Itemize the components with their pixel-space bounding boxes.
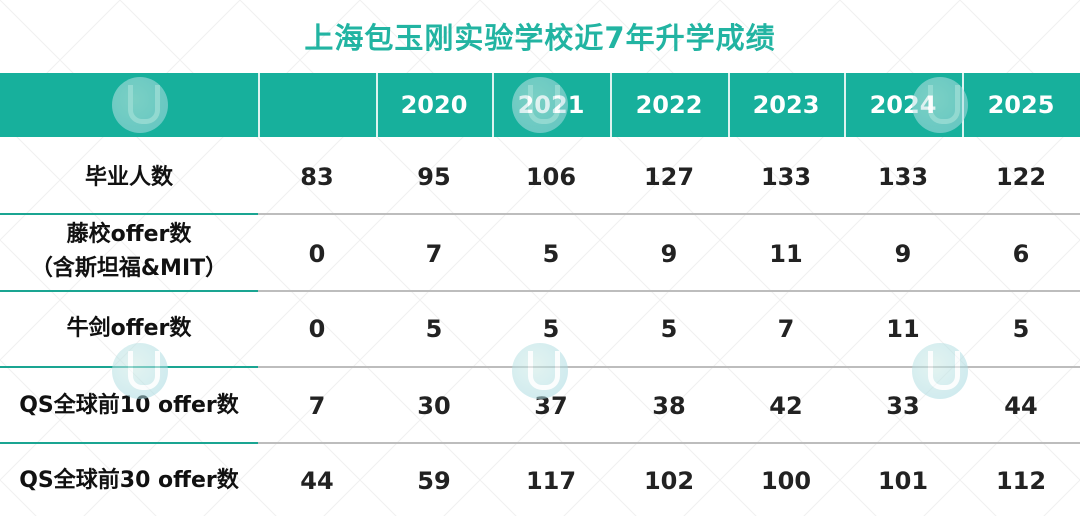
u-logo-icon bbox=[912, 77, 968, 133]
table-cell: 9 bbox=[894, 240, 912, 268]
header-cell-2022: 2022 bbox=[635, 91, 703, 119]
table-cell: 117 bbox=[525, 467, 577, 495]
header-divider bbox=[492, 73, 494, 137]
row-label-oxbridge-offers: 牛剑offer数 bbox=[66, 316, 192, 341]
table-cell: 0 bbox=[308, 240, 326, 268]
header-divider bbox=[844, 73, 846, 137]
table-cell: 38 bbox=[652, 392, 686, 420]
row-label-graduates: 毕业人数 bbox=[84, 165, 173, 190]
header-cell-2025: 2025 bbox=[987, 91, 1055, 119]
table-cell: 127 bbox=[643, 163, 695, 191]
table-cell: 5 bbox=[425, 315, 443, 343]
row-label-qs-top30-offers: QS全球前30 offer数 bbox=[19, 468, 239, 493]
header-divider bbox=[728, 73, 730, 137]
table-cell: 5 bbox=[1012, 315, 1030, 343]
table-cell: 7 bbox=[777, 315, 795, 343]
table-cell: 7 bbox=[308, 392, 326, 420]
table-cell: 100 bbox=[760, 467, 812, 495]
row-label-ivy-offers-note: （含斯坦福&MIT） bbox=[30, 256, 228, 281]
table-cell: 5 bbox=[660, 315, 678, 343]
row-divider bbox=[0, 442, 1080, 444]
row-divider bbox=[0, 290, 1080, 292]
header-cell-2020: 2020 bbox=[400, 91, 468, 119]
table-cell: 112 bbox=[995, 467, 1047, 495]
row-label-ivy-offers: 藤校offer数 bbox=[66, 222, 192, 247]
table-cell: 59 bbox=[417, 467, 451, 495]
table-cell: 7 bbox=[425, 240, 443, 268]
table-cell: 101 bbox=[877, 467, 929, 495]
table-cell: 122 bbox=[995, 163, 1047, 191]
table-cell: 106 bbox=[525, 163, 577, 191]
table-cell: 6 bbox=[1012, 240, 1030, 268]
table-cell: 33 bbox=[886, 392, 920, 420]
u-logo-icon bbox=[112, 77, 168, 133]
table-cell: 11 bbox=[886, 315, 920, 343]
row-divider-accent bbox=[0, 442, 258, 444]
u-logo-icon bbox=[112, 343, 168, 399]
table-cell: 44 bbox=[1004, 392, 1038, 420]
u-logo-icon bbox=[912, 343, 968, 399]
u-logo-icon bbox=[512, 77, 568, 133]
table-cell: 5 bbox=[542, 240, 560, 268]
row-divider bbox=[0, 213, 1080, 215]
header-divider bbox=[258, 73, 260, 137]
table-cell: 102 bbox=[643, 467, 695, 495]
table-cell: 42 bbox=[769, 392, 803, 420]
table-cell: 11 bbox=[769, 240, 803, 268]
table-cell: 0 bbox=[308, 315, 326, 343]
table-cell: 133 bbox=[760, 163, 812, 191]
header-divider bbox=[376, 73, 378, 137]
row-divider-accent bbox=[0, 213, 258, 215]
table-cell: 5 bbox=[542, 315, 560, 343]
table-cell: 83 bbox=[300, 163, 334, 191]
table-cell: 30 bbox=[417, 392, 451, 420]
header-divider bbox=[610, 73, 612, 137]
row-label-qs-top10-offers: QS全球前10 offer数 bbox=[19, 393, 239, 418]
row-divider-accent bbox=[0, 290, 258, 292]
page-title: 上海包玉刚实验学校近7年升学成绩 bbox=[304, 21, 776, 55]
table-cell: 95 bbox=[417, 163, 451, 191]
header-cell-2023: 2023 bbox=[752, 91, 820, 119]
table-cell: 133 bbox=[877, 163, 929, 191]
table-cell: 44 bbox=[300, 467, 334, 495]
table-cell: 9 bbox=[660, 240, 678, 268]
u-logo-icon bbox=[512, 343, 568, 399]
